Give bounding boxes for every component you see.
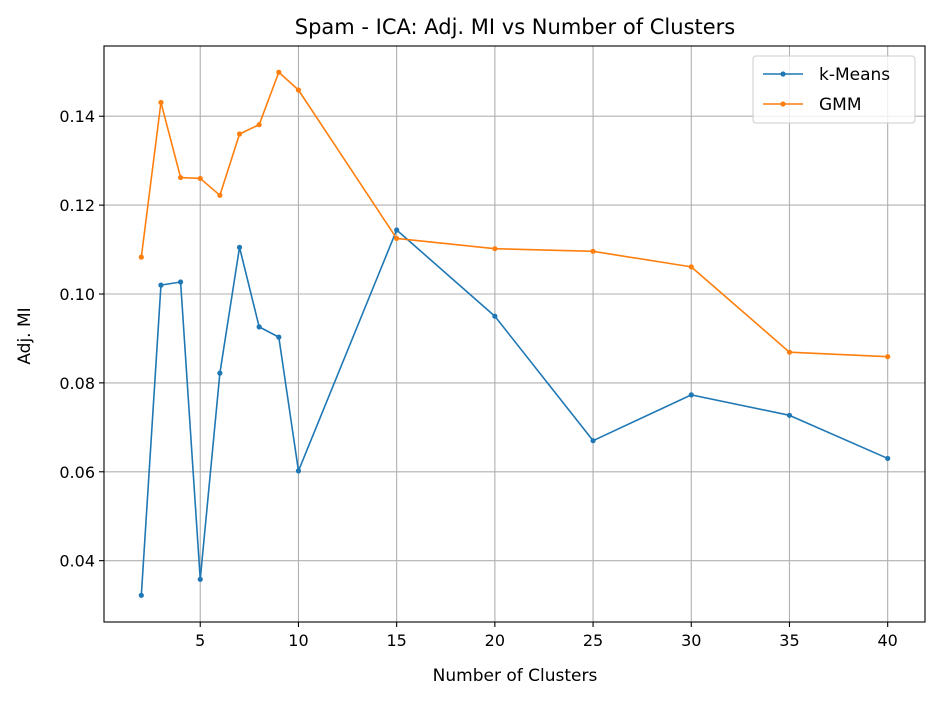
legend-label-k-means: k-Means xyxy=(819,65,890,85)
data-point-k-means xyxy=(492,313,498,319)
y-axis-label: Adj. MI xyxy=(15,307,35,364)
series-layer xyxy=(138,69,891,598)
data-point-gmm xyxy=(590,248,596,254)
data-point-k-means xyxy=(217,370,223,376)
y-tick-label: 0.04 xyxy=(59,552,95,571)
grid xyxy=(104,46,925,622)
data-point-k-means xyxy=(256,324,262,330)
y-tick-label: 0.12 xyxy=(59,196,95,215)
data-point-k-means xyxy=(885,455,891,462)
data-point-k-means xyxy=(138,592,144,598)
data-point-gmm xyxy=(688,264,694,270)
data-point-k-means xyxy=(197,576,203,582)
x-tick-label: 20 xyxy=(485,631,505,650)
legend-marker-k-means xyxy=(780,71,786,77)
data-point-gmm xyxy=(885,354,891,360)
data-point-gmm xyxy=(786,349,793,355)
ticks: 5 10 15 20 25 30 35 40 0.04 0.06 0.08 0.10 0.12 0.14 xyxy=(59,107,897,650)
data-point-k-means xyxy=(178,279,184,285)
data-point-gmm xyxy=(492,246,498,252)
data-point-gmm xyxy=(158,99,164,106)
data-point-k-means xyxy=(688,392,694,398)
x-tick-label: 25 xyxy=(583,631,603,650)
x-tick-label: 35 xyxy=(779,631,799,650)
data-point-k-means xyxy=(590,438,596,444)
x-tick-label: 30 xyxy=(681,631,701,650)
x-tick-label: 40 xyxy=(878,631,898,650)
data-point-k-means xyxy=(394,227,400,233)
data-point-gmm xyxy=(276,69,282,75)
data-point-k-means xyxy=(276,334,282,340)
series-k-means xyxy=(138,227,891,598)
axes-frame xyxy=(103,45,926,623)
legend-box xyxy=(752,55,916,124)
y-tick-label: 0.10 xyxy=(59,285,95,304)
legend-label-gmm: GMM xyxy=(819,95,862,115)
y-tick-label: 0.08 xyxy=(59,374,95,393)
data-point-gmm xyxy=(138,254,144,260)
data-point-k-means xyxy=(295,468,302,474)
y-tick-label: 0.06 xyxy=(59,463,95,482)
chart-title: Spam - ICA: Adj. MI vs Number of Cluster… xyxy=(295,15,736,39)
data-point-gmm xyxy=(256,122,262,128)
data-point-gmm xyxy=(236,131,243,137)
y-tick-label: 0.14 xyxy=(59,107,95,126)
x-tick-label: 10 xyxy=(288,631,308,650)
x-tick-label: 15 xyxy=(386,631,406,650)
data-point-gmm xyxy=(197,175,203,182)
series-gmm xyxy=(138,69,891,360)
legend-marker-gmm xyxy=(780,101,786,107)
data-point-gmm xyxy=(394,235,400,242)
data-point-k-means xyxy=(236,244,243,250)
data-point-gmm xyxy=(217,192,223,198)
legend: k-Means GMM xyxy=(752,55,916,124)
data-point-gmm xyxy=(295,87,302,93)
x-tick-label: 5 xyxy=(195,631,205,650)
x-axis-label: Number of Clusters xyxy=(433,666,598,686)
data-point-k-means xyxy=(158,282,164,288)
data-point-gmm xyxy=(178,174,184,181)
data-point-k-means xyxy=(786,412,793,418)
